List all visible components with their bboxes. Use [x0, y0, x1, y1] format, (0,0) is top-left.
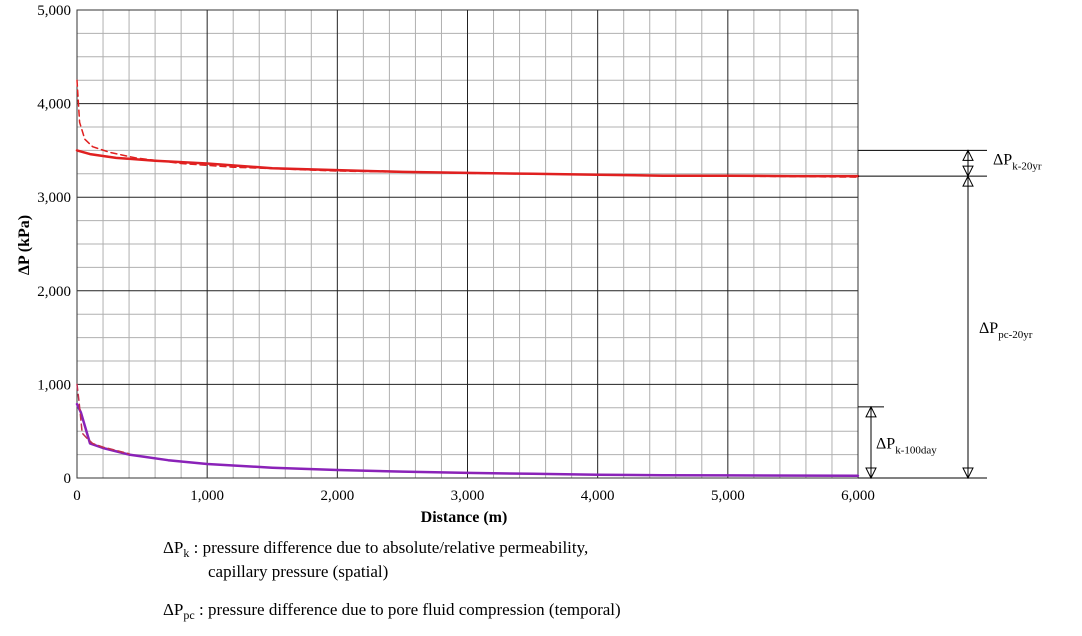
annotation-label: ΔPk-100day	[876, 435, 937, 456]
y-tick-label: 1,000	[37, 377, 71, 393]
annotation-arrow-head	[962, 149, 974, 161]
x-tick-label: 2,000	[320, 488, 354, 504]
series-line-100day-solid	[75, 402, 860, 477]
annotation-subscript: k-20yr	[1012, 160, 1042, 172]
x-axis-title: Distance (m)	[421, 509, 508, 526]
y-tick-label: 3,000	[37, 190, 71, 206]
x-tick-label: 6,000	[841, 488, 875, 504]
x-tick-label: 1,000	[190, 488, 224, 504]
x-tick-label: 4,000	[581, 488, 615, 504]
major-gridlines	[77, 10, 858, 478]
annotation-arrow-head	[865, 405, 877, 418]
series-layer	[75, 79, 860, 477]
x-tick-label: 0	[73, 488, 81, 504]
series-line-20yr-dashed	[76, 79, 859, 178]
y-axis-title: ΔP (kPa)	[16, 215, 33, 275]
x-tick-labels: 0 1,000 2,000 3,000 4,000 5,000 6,000	[73, 488, 875, 504]
annotation-arrow-head	[962, 175, 974, 187]
legend-ppc-sub: pc	[183, 608, 195, 622]
x-tick-label: 5,000	[711, 488, 745, 504]
annotation-arrow-head	[865, 467, 877, 480]
y-tick-label: 0	[64, 471, 72, 487]
annotation-label: ΔPk-20yr	[993, 151, 1042, 172]
annotation-subscript: k-100day	[895, 444, 937, 456]
x-tick-label: 3,000	[451, 488, 485, 504]
annotation-symbol: ΔP	[993, 151, 1012, 168]
legend-ppc-text: : pressure difference due to pore fluid …	[194, 600, 621, 619]
legend-permeability: ΔPk : pressure difference due to absolut…	[163, 538, 588, 561]
plot-frame	[76, 9, 859, 479]
legend-permeability-cont: capillary pressure (spatial)	[208, 562, 388, 582]
annotation-symbol: ΔP	[979, 320, 998, 337]
legend-pk-sub: k	[183, 546, 190, 560]
annotation-label: ΔPpc-20yr	[979, 320, 1033, 341]
y-tick-label: 2,000	[37, 284, 71, 300]
y-tick-label: 5,000	[37, 3, 71, 19]
legend-ppc-symbol: ΔP	[163, 600, 184, 619]
legend-pk-text: : pressure difference due to absolute/re…	[189, 538, 589, 557]
annotation-arrow-head	[962, 165, 974, 178]
legend-pk-text-cont: capillary pressure (spatial)	[208, 562, 389, 581]
y-tick-label: 4,000	[37, 97, 71, 113]
annotation-arrow-head	[962, 467, 974, 480]
y-tick-labels: 0 1,000 2,000 3,000 4,000 5,000	[37, 3, 71, 487]
legend-pk-symbol: ΔP	[163, 538, 184, 557]
series-line-100day-dashed	[76, 383, 130, 455]
legend-compression: ΔPpc : pressure difference due to pore f…	[163, 600, 621, 623]
annotation-symbol: ΔP	[876, 435, 895, 452]
annotation-subscript: pc-20yr	[998, 329, 1033, 341]
